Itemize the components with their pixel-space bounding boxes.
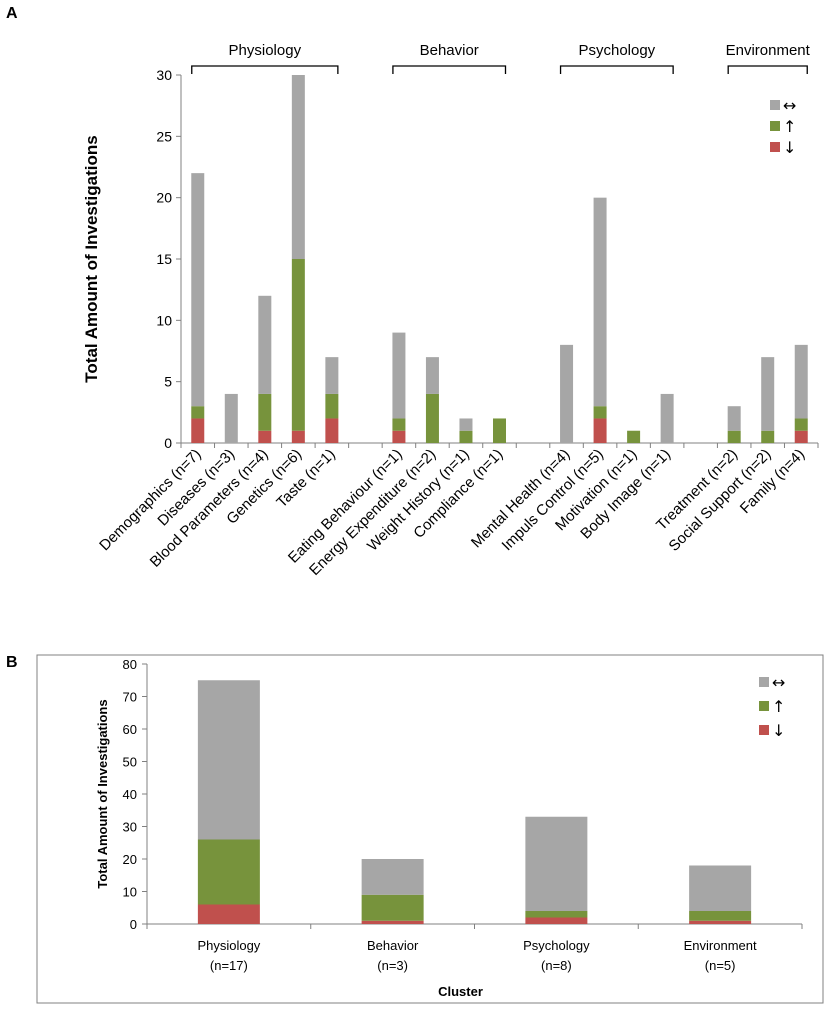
bar-increase (761, 430, 775, 443)
bar-increase (191, 406, 205, 419)
legend-label-neutral: ↔ (772, 673, 785, 692)
y-tick-label: 80 (123, 657, 137, 672)
bar-neutral (525, 816, 588, 911)
x-category-count: (n=3) (377, 958, 408, 973)
bar-increase (459, 430, 473, 443)
group-label: Behavior (420, 42, 479, 59)
bar-decrease (191, 418, 205, 443)
x-category-label: Behavior (367, 938, 419, 953)
bar-increase (493, 418, 506, 443)
bar-decrease (197, 904, 260, 924)
bar-neutral (660, 393, 674, 443)
legend-label-increase: ↑ (783, 117, 796, 136)
group-label: Psychology (578, 42, 655, 59)
bar-increase (689, 911, 752, 921)
bar-increase (361, 894, 424, 921)
legend-label-neutral: ↔ (783, 96, 796, 115)
bar-neutral (794, 344, 808, 419)
bar-decrease (291, 430, 305, 443)
legend-label-decrease: ↓ (772, 721, 785, 740)
bar-decrease (258, 430, 272, 443)
bar-increase (291, 259, 305, 431)
bar-neutral (224, 393, 238, 443)
y-tick-label: 20 (123, 852, 137, 867)
bar-neutral (593, 197, 607, 407)
y-tick-label: 0 (164, 435, 172, 451)
bar-decrease (392, 430, 406, 443)
bar-neutral (392, 332, 406, 419)
y-tick-label: 70 (123, 690, 137, 705)
group-bracket (727, 65, 808, 74)
y-tick-label: 5 (164, 374, 172, 390)
x-category-count: (n=8) (541, 958, 572, 973)
bar-neutral (425, 357, 439, 394)
x-category-label: Physiology (197, 938, 260, 953)
x-category-label: Environment (684, 938, 757, 953)
bar-decrease (794, 430, 808, 443)
x-axis-title: Cluster (438, 984, 483, 999)
y-axis-title: Total Amount of Investigations (82, 135, 101, 382)
bar-increase (425, 393, 439, 443)
bar-neutral (258, 295, 272, 394)
y-tick-label: 40 (123, 787, 137, 802)
group-bracket (559, 65, 674, 74)
bar-increase (197, 839, 260, 905)
panel-b-border (36, 654, 824, 1004)
bar-increase (794, 418, 808, 431)
bar-increase (727, 430, 741, 443)
group-bracket (191, 65, 339, 74)
bar-increase (593, 406, 607, 419)
bar-neutral (197, 680, 260, 840)
y-tick-label: 0 (130, 917, 137, 932)
bar-increase (258, 393, 272, 431)
y-tick-label: 50 (123, 755, 137, 770)
bar-neutral (560, 344, 574, 443)
bar-decrease (361, 920, 424, 924)
legend-swatch-neutral (770, 100, 780, 110)
panel-b-chart: 0 10 20 30 40 50 60 70 80 Total Amount of Investi… (95, 657, 803, 999)
bar-neutral (361, 859, 424, 895)
legend-label-increase: ↑ (772, 697, 785, 716)
x-category-count: (n=5) (705, 958, 736, 973)
group-bracket (392, 65, 507, 74)
bar-neutral (291, 75, 305, 259)
y-tick-label: 60 (123, 722, 137, 737)
bar-neutral (689, 865, 752, 911)
bar-decrease (689, 920, 752, 924)
legend-swatch-decrease (759, 725, 769, 735)
x-category-count: (n=17) (210, 958, 248, 973)
bar-decrease (525, 917, 588, 924)
bar-neutral (325, 357, 339, 394)
legend-label-decrease: ↓ (783, 138, 796, 157)
y-tick-label: 15 (156, 251, 172, 267)
bar-decrease (593, 418, 607, 443)
y-tick-label: 10 (123, 885, 137, 900)
bar-increase (525, 911, 588, 918)
legend-swatch-increase (759, 701, 769, 711)
bar-increase (627, 430, 641, 443)
bar-neutral (191, 173, 205, 407)
panel-a-chart: 0 5 10 15 20 25 30 Total Amount of Investigatio… (82, 42, 819, 579)
y-tick-label: 10 (156, 312, 172, 328)
legend-swatch-decrease (770, 142, 780, 152)
legend-swatch-neutral (759, 677, 769, 687)
group-label: Physiology (229, 42, 302, 59)
y-axis-title: Total Amount of Investigations (95, 699, 110, 888)
y-tick-label: 30 (123, 820, 137, 835)
bar-neutral (761, 357, 775, 431)
y-tick-label: 30 (156, 67, 172, 83)
y-tick-label: 25 (156, 128, 172, 144)
y-tick-label: 20 (156, 190, 172, 206)
group-label: Environment (726, 42, 811, 59)
bar-increase (325, 393, 339, 419)
bar-neutral (727, 406, 741, 431)
bar-decrease (325, 418, 339, 443)
x-category-label: Psychology (523, 938, 590, 953)
panel-a-letter: A (6, 5, 18, 22)
panel-b-letter: B (6, 654, 18, 671)
bar-neutral (459, 418, 473, 431)
legend-swatch-increase (770, 121, 780, 131)
bar-increase (392, 418, 406, 431)
